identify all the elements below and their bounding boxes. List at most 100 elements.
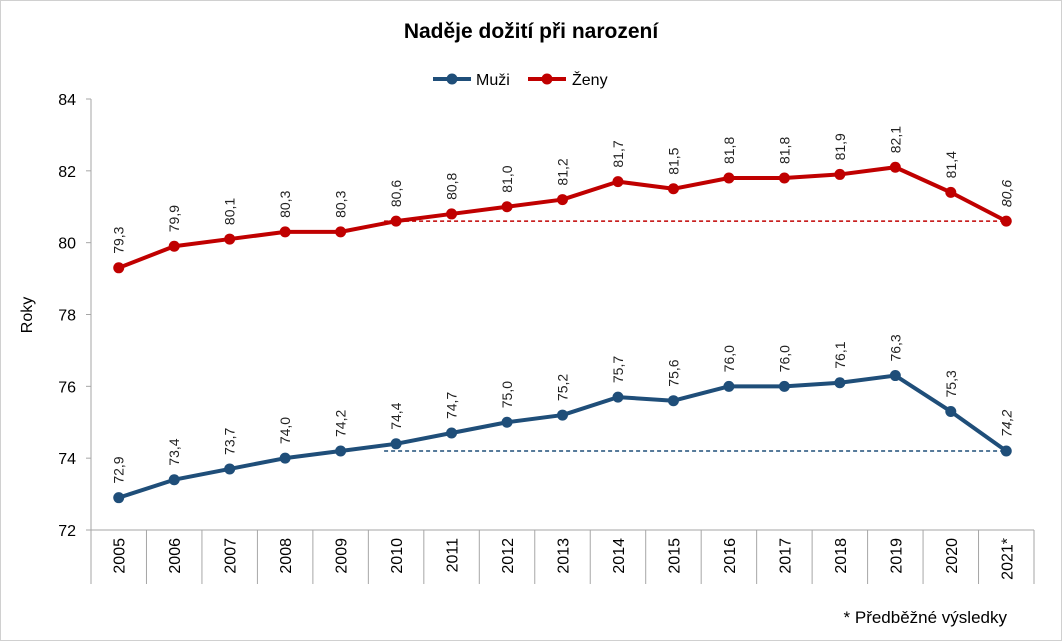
data-label: 80,3 xyxy=(333,190,349,217)
data-point xyxy=(279,452,291,464)
y-axis-label: Roky xyxy=(19,297,36,333)
data-label: 81,2 xyxy=(555,158,571,185)
data-label: 73,7 xyxy=(222,427,238,454)
x-tick-label: 2020 xyxy=(944,538,961,574)
data-label: 74,7 xyxy=(444,392,460,419)
x-tick-label: 2021* xyxy=(999,538,1016,580)
footnote: * Předběžné výsledky xyxy=(844,608,1008,627)
data-label: 76,1 xyxy=(832,341,848,368)
reference-lines xyxy=(384,220,1007,452)
data-point xyxy=(778,380,790,392)
data-point xyxy=(501,416,513,428)
x-tick-label: 2017 xyxy=(777,538,794,574)
data-label: 80,6 xyxy=(388,180,404,207)
data-point xyxy=(945,186,957,198)
x-tick-label: 2012 xyxy=(500,538,517,574)
data-label: 73,4 xyxy=(166,438,182,465)
data-label: 81,0 xyxy=(499,165,515,192)
x-tick-label: 2019 xyxy=(888,538,905,574)
data-point xyxy=(889,370,901,382)
data-point xyxy=(834,377,846,389)
data-label: 75,0 xyxy=(499,381,515,408)
data-label: 79,9 xyxy=(166,205,182,232)
data-label: 72,9 xyxy=(111,456,127,483)
data-label: 79,3 xyxy=(111,226,127,253)
data-point xyxy=(889,161,901,173)
data-label: 76,0 xyxy=(721,345,737,372)
data-point xyxy=(224,233,236,245)
data-label: 75,7 xyxy=(610,356,626,383)
x-tick-label: 2006 xyxy=(167,538,184,574)
series-muzi: 72,9 73,4 73,7 74,0 74,2 74,4 74,7 75,0 75,2 75,7… xyxy=(111,334,1014,504)
x-tick-label: 2010 xyxy=(389,538,406,574)
data-point xyxy=(834,168,846,180)
data-label: 75,3 xyxy=(943,370,959,397)
data-point xyxy=(1000,215,1012,227)
data-point xyxy=(501,201,513,213)
legend-marker-zeny xyxy=(541,73,553,85)
data-point xyxy=(723,380,735,392)
data-label: 76,0 xyxy=(776,345,792,372)
series-zeny: 79,3 79,9 80,1 80,3 80,3 80,6 80,8 81,0 81,2 81,7… xyxy=(111,126,1014,274)
data-label: 80,8 xyxy=(444,172,460,199)
legend-label-muzi: Muži xyxy=(476,72,510,89)
y-tick-label: 72 xyxy=(58,523,76,540)
data-point xyxy=(945,405,957,417)
data-point xyxy=(335,226,347,238)
data-point xyxy=(557,194,568,206)
data-label: 81,8 xyxy=(721,137,737,164)
data-point xyxy=(723,172,735,184)
x-tick-label: 2013 xyxy=(556,538,573,574)
data-point xyxy=(168,240,180,252)
y-tick-label: 76 xyxy=(58,379,76,396)
data-point xyxy=(612,176,624,188)
data-label: 82,1 xyxy=(887,126,903,153)
data-label: 74,4 xyxy=(388,402,404,429)
x-axis: 2005 2006 2007 2008 2009 2010 2011 2012 2013 2014… xyxy=(90,529,1035,584)
data-point xyxy=(667,395,679,407)
x-tick-label: 2005 xyxy=(112,538,129,574)
data-label: 76,3 xyxy=(887,334,903,361)
x-tick-label: 2008 xyxy=(278,538,295,574)
x-tick-label: 2016 xyxy=(722,538,739,574)
data-label: 81,8 xyxy=(776,137,792,164)
data-label: 75,2 xyxy=(555,374,571,401)
x-tick-label: 2007 xyxy=(223,538,240,574)
x-tick-label: 2014 xyxy=(611,538,628,574)
x-tick-label: 2018 xyxy=(833,538,850,574)
x-tick-label: 2009 xyxy=(334,538,351,574)
y-tick-label: 84 xyxy=(58,92,76,109)
data-point xyxy=(390,438,402,450)
series-group: 72,9 73,4 73,7 74,0 74,2 74,4 74,7 75,0 75,2 75,7… xyxy=(111,126,1014,504)
data-label: 75,6 xyxy=(665,359,681,386)
data-point xyxy=(335,445,347,457)
data-label: 74,2 xyxy=(333,410,349,437)
y-axis-ticks: 72 74 76 78 80 82 84 xyxy=(58,92,92,540)
data-label: 81,7 xyxy=(610,140,626,167)
legend-label-zeny: Ženy xyxy=(572,70,608,89)
y-tick-label: 80 xyxy=(58,236,76,253)
data-point xyxy=(168,474,180,486)
data-point xyxy=(113,492,125,504)
data-point xyxy=(113,262,125,274)
data-point xyxy=(778,172,790,184)
data-label: 74,2 xyxy=(998,410,1014,437)
data-point xyxy=(446,208,458,220)
x-tick-label: 2015 xyxy=(666,538,683,574)
y-tick-label: 78 xyxy=(58,308,76,325)
data-label: 80,3 xyxy=(277,190,293,217)
data-point xyxy=(1000,445,1012,457)
data-label: 81,5 xyxy=(665,147,681,174)
y-tick-label: 82 xyxy=(58,164,76,181)
data-label: 80,6 xyxy=(998,180,1014,207)
data-label: 80,1 xyxy=(222,198,238,225)
legend-marker-muzi xyxy=(446,73,458,85)
data-label: 74,0 xyxy=(277,417,293,444)
data-point xyxy=(279,226,291,238)
data-point xyxy=(557,409,568,421)
data-label: 81,9 xyxy=(832,133,848,160)
data-point xyxy=(612,391,624,403)
data-point xyxy=(224,463,236,475)
